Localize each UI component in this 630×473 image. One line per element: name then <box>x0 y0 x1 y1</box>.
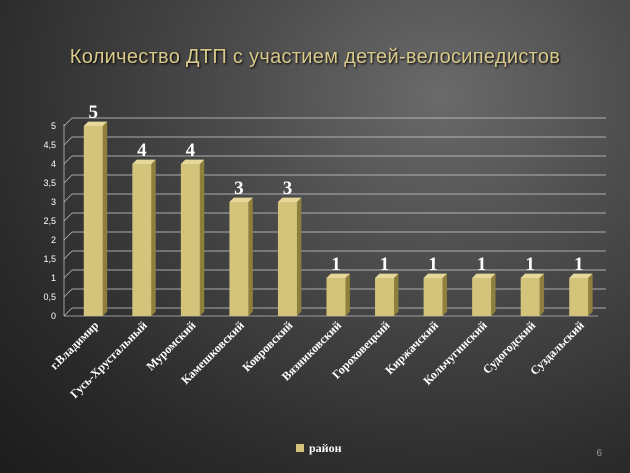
data-label: 3 <box>283 178 293 199</box>
legend-label: район <box>309 441 342 455</box>
chart-title: Количество ДТП с участием детей-велосипе… <box>69 46 561 68</box>
grid-connector <box>63 307 73 317</box>
legend-swatch <box>296 444 304 452</box>
grid-connector <box>63 288 73 298</box>
bar <box>423 278 443 316</box>
data-label: 1 <box>574 254 584 275</box>
y-tick-label: 0,5 <box>43 292 56 302</box>
bar-side <box>248 197 253 316</box>
bar <box>180 164 200 316</box>
y-tick-label: 4,5 <box>43 140 56 150</box>
bar-top <box>277 197 302 202</box>
y-tick-label: 1,5 <box>43 254 56 264</box>
bar-top <box>132 159 156 164</box>
grid-connector <box>63 269 73 279</box>
bar <box>520 278 540 316</box>
bar-side <box>588 273 593 316</box>
bar-side <box>102 121 108 316</box>
y-tick-label: 4 <box>51 159 56 169</box>
bar <box>326 278 346 316</box>
grid-connector <box>63 250 73 260</box>
bar <box>132 164 152 316</box>
grid-connector <box>63 155 73 165</box>
bar-side <box>442 273 447 316</box>
bar-top <box>83 121 108 126</box>
data-label: 5 <box>89 102 99 123</box>
grid-connector <box>63 174 73 184</box>
grid-connector <box>63 193 73 203</box>
bar-top <box>229 197 253 202</box>
data-label: 1 <box>380 254 390 275</box>
data-label: 1 <box>331 254 341 275</box>
y-tick-label: 0 <box>51 311 56 321</box>
y-tick-label: 2 <box>51 235 56 245</box>
data-label: 4 <box>137 140 147 161</box>
bar <box>375 278 395 316</box>
grid-connector <box>63 231 73 241</box>
bar-side <box>199 159 205 316</box>
grid-connector <box>63 136 73 146</box>
bar-side <box>539 273 545 316</box>
bar <box>229 202 249 316</box>
bar-top <box>375 273 399 278</box>
data-label: 1 <box>525 254 535 275</box>
y-tick-label: 5 <box>51 121 56 131</box>
grid-connector <box>63 117 73 127</box>
bar-top <box>180 159 205 164</box>
grid-connector <box>63 212 73 222</box>
bar-side <box>296 197 302 316</box>
data-label: 4 <box>186 140 196 161</box>
bar-side <box>151 159 156 316</box>
bar <box>569 278 589 316</box>
bar-top <box>326 273 350 278</box>
bar-top <box>569 273 593 278</box>
bar-top <box>520 273 545 278</box>
bar <box>472 278 492 316</box>
y-tick-label: 2,5 <box>43 216 56 226</box>
y-tick-label: 1 <box>51 273 56 283</box>
bar <box>277 202 297 316</box>
bar-top <box>423 273 447 278</box>
y-tick-label: 3,5 <box>43 178 56 188</box>
bar-side <box>491 273 496 316</box>
data-label: 3 <box>234 178 244 199</box>
bar-top <box>472 273 496 278</box>
data-label: 1 <box>428 254 438 275</box>
bar <box>83 126 103 316</box>
y-tick-label: 3 <box>51 197 56 207</box>
bar-side <box>394 273 399 316</box>
bar-side <box>345 273 350 316</box>
data-label: 1 <box>477 254 487 275</box>
page-number: 6 <box>596 448 602 459</box>
